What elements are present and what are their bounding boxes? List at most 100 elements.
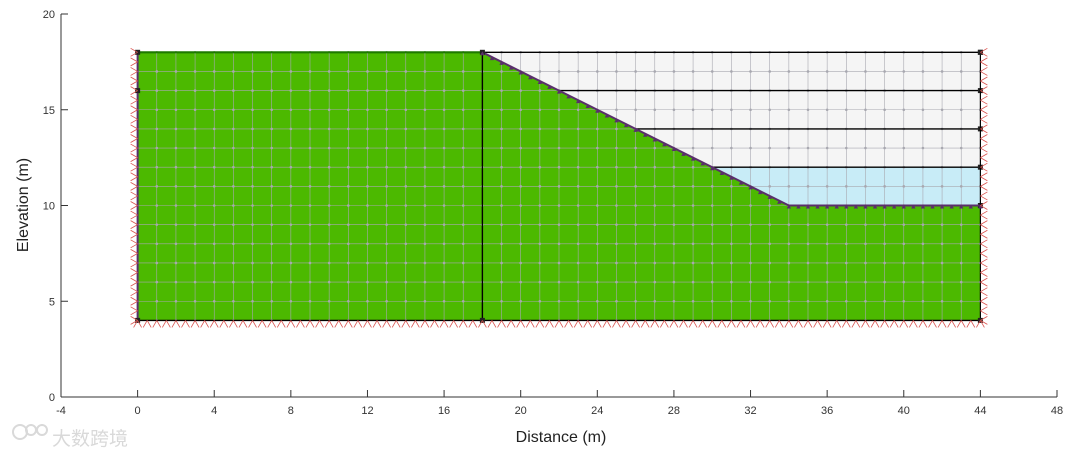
mesh-node xyxy=(730,70,733,73)
mesh-node xyxy=(442,146,446,150)
mesh-node xyxy=(596,223,599,226)
right-support xyxy=(980,76,988,86)
mesh-node xyxy=(768,146,771,150)
mesh-node xyxy=(634,261,637,265)
bottom-support xyxy=(315,320,324,328)
mesh-node xyxy=(347,204,350,207)
mesh-node xyxy=(557,204,561,207)
bottom-support xyxy=(937,320,947,328)
surface-marker xyxy=(729,175,734,180)
mesh-node xyxy=(519,127,522,131)
mesh-node xyxy=(308,70,312,73)
mesh-node xyxy=(404,280,408,284)
mesh-node xyxy=(347,299,350,303)
bottom-support xyxy=(181,320,190,328)
right-support xyxy=(980,57,988,67)
mesh-node xyxy=(442,223,446,226)
mesh-node xyxy=(308,299,312,303)
mesh-node xyxy=(155,127,159,131)
mesh-node xyxy=(155,70,159,73)
y-tick-label: 20 xyxy=(43,9,55,21)
mesh-node xyxy=(691,146,695,150)
mesh-node xyxy=(423,223,427,226)
bottom-support xyxy=(219,320,229,328)
mesh-node xyxy=(825,261,829,265)
mesh-node xyxy=(327,70,331,73)
mesh-node xyxy=(787,108,791,112)
left-support xyxy=(130,201,138,210)
mesh-node xyxy=(596,299,599,303)
mesh-node xyxy=(308,146,312,150)
mesh-node xyxy=(442,185,446,188)
surface-marker xyxy=(633,127,638,132)
mesh-node xyxy=(959,185,963,188)
mesh-node xyxy=(442,242,446,246)
mesh-node xyxy=(959,108,963,112)
mesh-node xyxy=(883,146,886,150)
mesh-node xyxy=(327,223,331,226)
mesh-node xyxy=(749,204,752,207)
watermark-text: 大数跨境 xyxy=(52,428,128,450)
mesh-node xyxy=(155,185,159,188)
bottom-support xyxy=(736,320,746,328)
surface-marker xyxy=(528,75,533,80)
mesh-node xyxy=(442,108,446,112)
mesh-node xyxy=(902,261,906,265)
mesh-node xyxy=(289,70,293,73)
bottom-support xyxy=(602,320,612,328)
bottom-support xyxy=(870,320,880,328)
mesh-node xyxy=(251,242,254,246)
surface-marker xyxy=(949,204,954,209)
bottom-support xyxy=(535,320,545,328)
right-support xyxy=(980,239,988,249)
mesh-node xyxy=(232,223,235,226)
mesh-node xyxy=(672,299,676,303)
mesh-node xyxy=(366,185,369,188)
mesh-node xyxy=(423,165,427,169)
right-support xyxy=(980,191,988,201)
mesh-node xyxy=(653,165,657,169)
mesh-node xyxy=(442,89,446,92)
mesh-node xyxy=(634,204,637,207)
mesh-node xyxy=(366,165,369,169)
mesh-node xyxy=(596,204,599,207)
x-tick-label: 16 xyxy=(438,405,450,417)
mesh-node xyxy=(442,165,446,169)
mesh-node xyxy=(366,127,369,131)
mesh-node xyxy=(500,223,503,226)
mesh-node xyxy=(710,108,714,112)
mesh-node xyxy=(308,223,312,226)
left-support xyxy=(130,153,138,162)
mesh-node xyxy=(500,108,503,112)
left-support xyxy=(130,95,138,105)
mesh-node xyxy=(270,89,273,92)
mesh-node xyxy=(270,299,273,303)
mesh-node xyxy=(500,127,503,131)
mesh-node xyxy=(404,242,408,246)
mesh-node xyxy=(155,108,159,112)
mesh-node xyxy=(404,70,408,73)
right-support xyxy=(980,306,988,316)
mesh-node xyxy=(538,146,542,150)
mesh-node xyxy=(672,165,676,169)
mesh-node xyxy=(615,70,618,73)
bottom-support xyxy=(794,320,803,328)
mesh-node xyxy=(251,70,254,73)
mesh-node xyxy=(710,70,714,73)
mesh-node xyxy=(845,261,848,265)
mesh-node xyxy=(366,223,369,226)
mesh-node xyxy=(423,280,427,284)
mesh-node xyxy=(423,108,427,112)
bottom-support xyxy=(229,320,238,328)
mesh-node xyxy=(289,185,293,188)
bottom-support xyxy=(841,320,851,328)
mesh-node xyxy=(461,185,465,188)
bottom-support xyxy=(966,320,976,328)
mesh-node xyxy=(749,280,752,284)
right-support xyxy=(980,277,988,287)
mesh-node xyxy=(327,89,331,92)
mesh-node xyxy=(921,185,925,188)
bottom-support xyxy=(190,320,200,328)
mesh-node xyxy=(825,146,829,150)
mesh-node xyxy=(902,242,906,246)
